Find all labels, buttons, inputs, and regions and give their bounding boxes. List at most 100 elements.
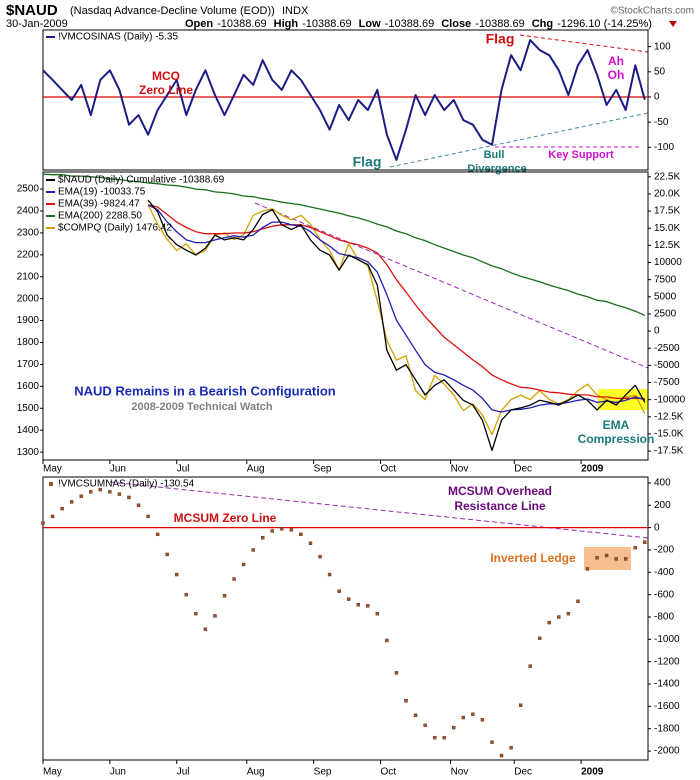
stat-label: High bbox=[274, 18, 299, 30]
series-dot bbox=[232, 577, 236, 581]
stat-value: -10388.69 bbox=[302, 18, 352, 30]
x-tick-label: Aug bbox=[247, 767, 265, 778]
series-dot bbox=[557, 615, 561, 619]
annotation: Zero Line bbox=[139, 83, 193, 97]
y-tick-label: -200 bbox=[654, 545, 674, 556]
series-dot bbox=[566, 611, 571, 616]
series-dot bbox=[404, 699, 408, 703]
chart-title: $NAUD bbox=[6, 2, 58, 19]
series-dot bbox=[547, 620, 551, 625]
y-tick-label: 200 bbox=[654, 500, 671, 511]
trend-line bbox=[389, 112, 649, 168]
series-dot bbox=[60, 506, 64, 511]
x-tick-label: Sep bbox=[314, 767, 332, 778]
series-dot bbox=[289, 528, 294, 532]
x-tick-label: Dec bbox=[514, 464, 532, 475]
x-tick-label: Dec bbox=[514, 767, 532, 778]
series-dot bbox=[413, 713, 418, 718]
series-dot bbox=[604, 553, 609, 558]
y-tick-label: 400 bbox=[654, 478, 671, 489]
highlight-box bbox=[584, 547, 631, 570]
series-dot bbox=[346, 597, 351, 601]
x-tick-label: 2009 bbox=[581, 767, 604, 778]
panel-frame bbox=[42, 29, 649, 171]
y-tick-label: -1400 bbox=[654, 679, 680, 690]
annotation: Oh bbox=[608, 68, 625, 82]
series-dot bbox=[366, 604, 370, 608]
series-line bbox=[42, 39, 646, 161]
legend-label: $NAUD (Daily) Cumulative -10388.69 bbox=[58, 175, 225, 186]
series-dot bbox=[50, 514, 55, 519]
annotation: Inverted Ledge bbox=[490, 551, 576, 565]
x-tick-label: Aug bbox=[247, 464, 265, 475]
y-tick-label: -1200 bbox=[654, 656, 680, 667]
series-dot bbox=[251, 548, 255, 552]
x-tick-label: Jul bbox=[177, 464, 190, 475]
y-tick-label: 1400 bbox=[17, 425, 40, 436]
series-dot bbox=[146, 514, 150, 519]
y-tick-label: 5000 bbox=[654, 291, 677, 302]
x-tick-label: Oct bbox=[381, 464, 397, 475]
y-tick-label: 12.5K bbox=[654, 240, 680, 251]
y-tick-label: 1700 bbox=[17, 359, 40, 370]
exchange: INDX bbox=[282, 5, 309, 17]
series-dot bbox=[595, 556, 599, 560]
y-tick-label: 7500 bbox=[654, 274, 677, 285]
series-dot bbox=[528, 664, 532, 668]
legend-label: $COMPQ (Daily) 1476.42 bbox=[58, 223, 172, 234]
series-dot bbox=[203, 627, 208, 631]
series-dot bbox=[117, 492, 122, 496]
series-dot bbox=[194, 611, 198, 616]
stat-value: -10388.69 bbox=[385, 18, 435, 30]
credit: ©StockCharts.com bbox=[610, 6, 694, 17]
annotation: EMA bbox=[603, 418, 630, 432]
y-tick-label: 20.0K bbox=[654, 189, 680, 200]
y-tick-label: 10000 bbox=[654, 257, 682, 268]
y-tick-label: 2100 bbox=[17, 271, 40, 282]
y-tick-label: -2500 bbox=[654, 343, 680, 354]
x-tick-label: 2009 bbox=[581, 464, 604, 475]
y-tick-label: 2300 bbox=[17, 228, 40, 239]
y-tick-label: -50 bbox=[654, 117, 669, 128]
series-dot bbox=[337, 589, 341, 593]
legend-label: EMA(200) 2288.50 bbox=[58, 211, 142, 222]
y-tick-label: 0 bbox=[654, 522, 660, 533]
y-tick-label: -1800 bbox=[654, 723, 680, 734]
series-dot bbox=[79, 494, 83, 499]
stat-value: -10388.69 bbox=[475, 18, 525, 30]
y-tick-label: -100 bbox=[654, 142, 674, 153]
legend-label: !VMCOSINAS (Daily) -5.35 bbox=[58, 32, 178, 43]
y-tick-label: 17.5K bbox=[654, 206, 680, 217]
y-tick-label: -600 bbox=[654, 589, 674, 600]
annotation: MCO bbox=[152, 69, 180, 83]
y-tick-label: 1900 bbox=[17, 315, 40, 326]
y-tick-label: 2500 bbox=[654, 309, 677, 320]
y-tick-label: 2400 bbox=[17, 206, 40, 217]
series-dot bbox=[327, 572, 332, 577]
series-dot bbox=[241, 562, 246, 567]
x-tick-label: Jun bbox=[110, 767, 126, 778]
y-tick-label: -10000 bbox=[654, 394, 686, 405]
y-tick-label: -12.5K bbox=[654, 411, 684, 422]
series-dot bbox=[69, 500, 74, 504]
series-dot bbox=[385, 638, 389, 643]
y-tick-label: 22.5K bbox=[654, 171, 680, 182]
y-tick-label: 15.0K bbox=[654, 223, 680, 234]
y-tick-label: -1000 bbox=[654, 634, 680, 645]
series-dot bbox=[213, 614, 217, 618]
y-tick-label: 50 bbox=[654, 66, 666, 77]
x-tick-label: Oct bbox=[381, 767, 397, 778]
annotation: MCSUM Zero Line bbox=[174, 511, 277, 525]
series-dot bbox=[318, 554, 322, 559]
series-dot bbox=[538, 636, 542, 640]
series-dot bbox=[432, 735, 437, 740]
date: 30-Jan-2009 bbox=[6, 18, 68, 30]
y-tick-label: 1300 bbox=[17, 447, 40, 458]
y-tick-label: 0 bbox=[654, 326, 660, 337]
y-tick-label: -5000 bbox=[654, 360, 680, 371]
series-dot bbox=[643, 540, 647, 544]
y-tick-label: -800 bbox=[654, 612, 674, 623]
y-tick-label: -7500 bbox=[654, 377, 680, 388]
y-tick-label: 100 bbox=[654, 41, 671, 52]
series-dot bbox=[356, 603, 360, 607]
